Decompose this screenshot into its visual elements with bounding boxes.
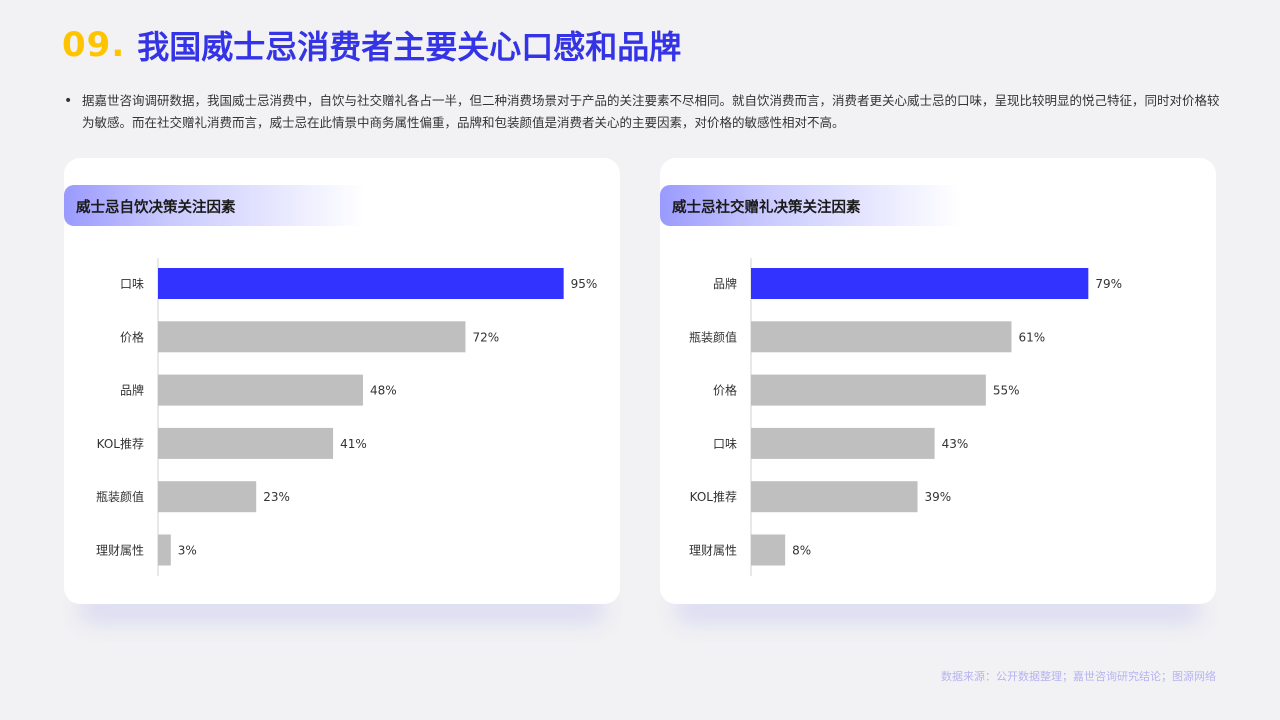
data-label: 79% bbox=[1095, 277, 1122, 291]
chart-title: 威士忌自饮决策关注因素 bbox=[76, 200, 236, 216]
category-label: 品牌 bbox=[713, 277, 737, 291]
bar-KOL推荐 bbox=[751, 481, 918, 513]
intro-text: 据嘉世咨询调研数据，我国威士忌消费中，自饮与社交赠礼各占一半，但二种消费场景对于… bbox=[82, 93, 1220, 130]
data-label: 41% bbox=[340, 437, 367, 451]
chart-panel-self-drinking: 威士忌自饮决策关注因素 口味 95% 价格 72% 品牌 48% KOL推荐 41% 瓶装颜值 2… bbox=[64, 158, 620, 604]
bar-理财属性 bbox=[158, 534, 171, 566]
intro-paragraph: • 据嘉世咨询调研数据，我国威士忌消费中，自饮与社交赠礼各占一半，但二种消费场景… bbox=[64, 90, 1220, 134]
bar-口味 bbox=[158, 268, 564, 299]
page-title: 我国威士忌消费者主要关心口感和品牌 bbox=[137, 28, 682, 66]
bar-KOL推荐 bbox=[158, 427, 334, 459]
data-label: 48% bbox=[370, 384, 397, 398]
bullet-icon: • bbox=[64, 93, 73, 109]
category-label: 品牌 bbox=[120, 384, 144, 398]
chart-title-bar: 威士忌自饮决策关注因素 bbox=[64, 185, 364, 226]
data-label: 39% bbox=[925, 490, 952, 504]
category-label: 瓶装颜值 bbox=[689, 329, 737, 344]
category-label: 瓶装颜值 bbox=[96, 489, 144, 504]
bar-品牌 bbox=[158, 374, 363, 406]
category-label: KOL推荐 bbox=[690, 490, 737, 504]
chart-title-bar: 威士忌社交赠礼决策关注因素 bbox=[660, 185, 960, 226]
category-label: 口味 bbox=[713, 437, 737, 451]
category-label: 口味 bbox=[120, 277, 144, 291]
bar-价格 bbox=[751, 374, 986, 406]
chart-panel-social-gifting: 威士忌社交赠礼决策关注因素 品牌 79% 瓶装颜值 61% 价格 55% 口味 43% KOL推… bbox=[660, 158, 1216, 604]
data-label: 8% bbox=[792, 544, 811, 558]
bar-瓶装颜值 bbox=[751, 321, 1012, 353]
bar-品牌 bbox=[751, 268, 1089, 299]
category-label: 理财属性 bbox=[689, 544, 737, 558]
bar-chart-self-drinking: 口味 95% 价格 72% 品牌 48% KOL推荐 41% 瓶装颜值 23% 理财属性 3% bbox=[96, 258, 598, 576]
category-label: 理财属性 bbox=[96, 544, 144, 558]
data-label: 61% bbox=[1018, 330, 1045, 344]
data-source-note: 数据来源：公开数据整理；嘉世咨询研究结论；图源网络 bbox=[941, 670, 1216, 683]
bar-口味 bbox=[751, 427, 935, 459]
data-label: 3% bbox=[178, 544, 197, 558]
data-label: 95% bbox=[571, 277, 598, 291]
bar-瓶装颜值 bbox=[158, 481, 257, 513]
category-label: KOL推荐 bbox=[97, 437, 144, 451]
category-label: 价格 bbox=[120, 329, 144, 344]
page-header: 09. 我国威士忌消费者主要关心口感和品牌 bbox=[62, 22, 681, 68]
bar-chart-social-gifting: 品牌 79% 瓶装颜值 61% 价格 55% 口味 43% KOL推荐 39% 理财属性 8% bbox=[689, 258, 1122, 576]
data-label: 23% bbox=[263, 490, 290, 504]
chart-title: 威士忌社交赠礼决策关注因素 bbox=[672, 200, 861, 216]
category-label: 价格 bbox=[713, 383, 737, 398]
bar-理财属性 bbox=[751, 534, 786, 566]
data-label: 72% bbox=[472, 330, 499, 344]
section-number: 09. bbox=[62, 25, 126, 65]
bar-价格 bbox=[158, 321, 466, 353]
data-label: 55% bbox=[993, 384, 1020, 398]
data-label: 43% bbox=[942, 437, 969, 451]
